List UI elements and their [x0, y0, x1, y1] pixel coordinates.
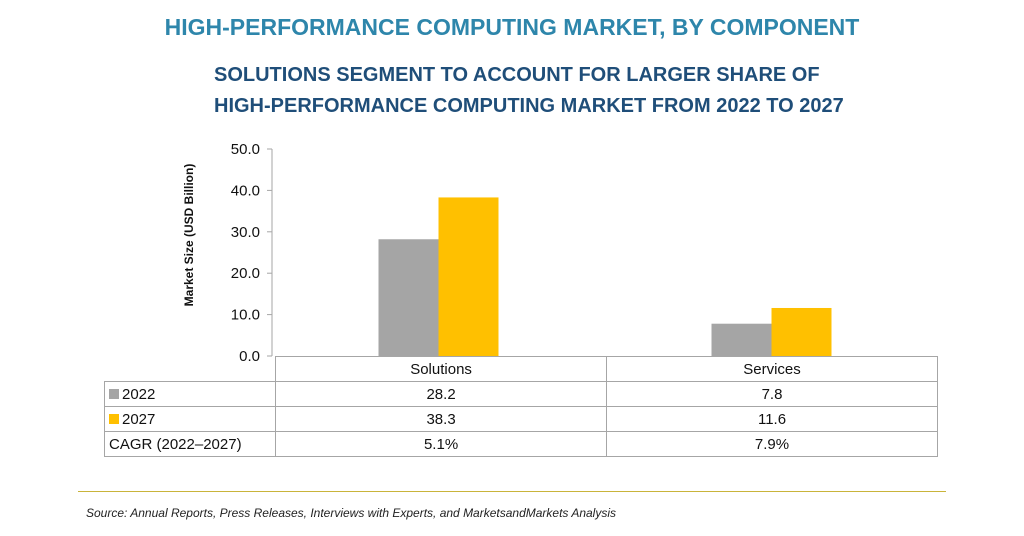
legend-swatch-2027 — [109, 413, 119, 424]
table-cell: 7.8 — [606, 381, 938, 407]
legend-label-2027: 2027 — [122, 410, 156, 428]
bar-2022-services — [711, 323, 772, 356]
category-label-services: Services — [606, 356, 938, 382]
y-tick-label: 30.0 — [231, 224, 260, 241]
y-tick-label: 40.0 — [231, 182, 260, 199]
data-table: Solutions Services 2022 28.2 7.8 2027 38… — [103, 356, 938, 457]
legend-entry-2027: 2027 — [103, 406, 277, 432]
table-row-2022: 2022 28.2 7.8 — [103, 381, 938, 407]
cagr-row-label: CAGR (2022–2027) — [103, 431, 277, 457]
table-cell: 5.1% — [275, 431, 608, 457]
table-row-2027: 2027 38.3 11.6 — [103, 406, 938, 432]
y-tick-label: 10.0 — [231, 307, 260, 324]
y-tick-label: 20.0 — [231, 265, 260, 282]
legend-entry-2022: 2022 — [103, 381, 277, 407]
category-label-solutions: Solutions — [275, 356, 608, 382]
bar-2027-solutions — [438, 197, 499, 356]
chart-subtitle: SOLUTIONS SEGMENT TO ACCOUNT FOR LARGER … — [214, 64, 844, 117]
table-row-cagr: CAGR (2022–2027) 5.1% 7.9% — [103, 431, 938, 457]
bar-2027-services — [771, 307, 832, 356]
source-divider — [78, 491, 946, 492]
legend-swatch-2022 — [109, 388, 119, 399]
chart-title: HIGH-PERFORMANCE COMPUTING MARKET, BY CO… — [164, 14, 860, 40]
table-cell: 11.6 — [606, 406, 938, 432]
table-corner-cell — [104, 356, 277, 382]
table-cell: 7.9% — [606, 431, 938, 457]
legend-label-2022: 2022 — [122, 385, 156, 403]
bar-2022-solutions — [378, 239, 439, 356]
table-cell: 28.2 — [275, 381, 608, 407]
source-note: Source: Annual Reports, Press Releases, … — [86, 506, 617, 520]
y-tick-label: 50.0 — [231, 141, 260, 158]
table-cell: 38.3 — [275, 406, 608, 432]
table-header-row: Solutions Services — [104, 356, 938, 382]
